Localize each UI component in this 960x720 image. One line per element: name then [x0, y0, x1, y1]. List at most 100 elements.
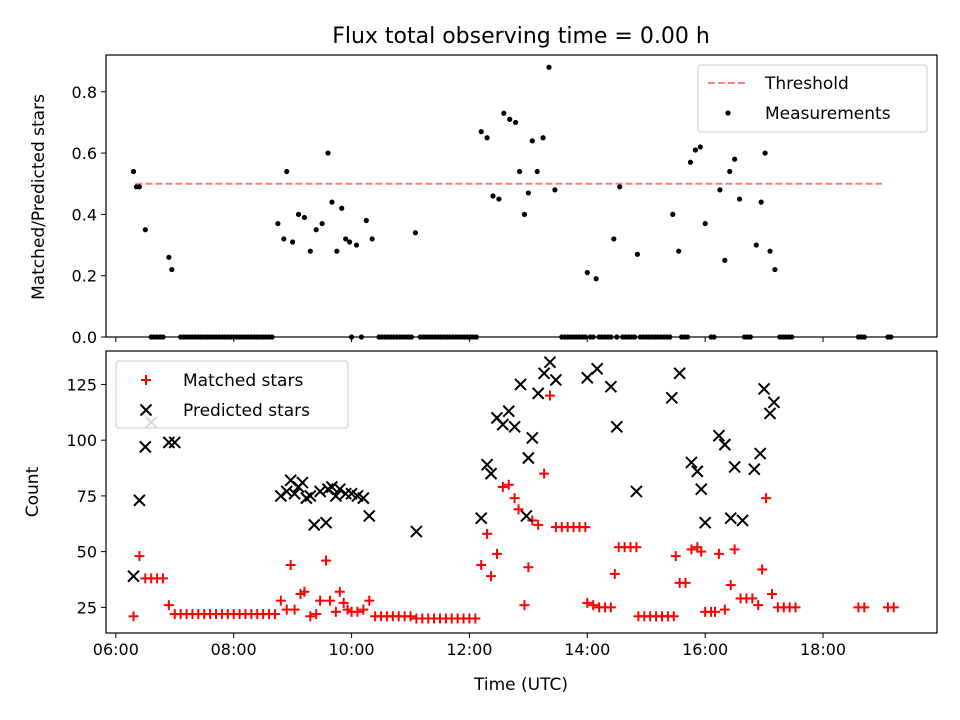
x-mark-stroke [308, 518, 321, 532]
measurement-point [702, 220, 708, 227]
predicted-star-point [522, 451, 535, 465]
measurement-point [281, 236, 287, 242]
axes-frame [105, 350, 938, 634]
x-mark-stroke [718, 438, 732, 451]
x-mark-stroke [168, 436, 181, 449]
measurement-point [130, 168, 137, 175]
matched-star-point [503, 479, 514, 490]
top-panel-plot: 0.0 0.2 0.4 0.6 0.8 Threshold Measurements [72, 54, 938, 347]
x-mark-stroke [610, 420, 623, 434]
x-mark-stroke [763, 407, 777, 420]
matched-star-point [713, 548, 724, 559]
predicted-star-point [325, 480, 339, 494]
matched-star-point [582, 597, 593, 608]
measurement-point [692, 147, 698, 153]
predicted-star-point [319, 516, 333, 529]
predicted-star-point [480, 458, 494, 471]
legend-label: Predicted stars [183, 401, 310, 421]
predicted-star-point [531, 387, 545, 400]
predicted-star-point [590, 362, 604, 376]
measurement-point [339, 205, 345, 211]
measurement-point [290, 239, 296, 245]
matched-star-point [289, 604, 300, 615]
measurement-point [313, 227, 319, 233]
matched-star-point [519, 600, 530, 611]
x-tick-label: 06:00 [93, 640, 139, 659]
measurement-point [762, 150, 768, 156]
predicted-star-point [748, 462, 761, 476]
x-mark-stroke [520, 509, 533, 523]
predicted-star-point [604, 380, 618, 393]
matched-star-point [491, 548, 502, 559]
measurement-point [540, 135, 546, 141]
measurement-point [301, 214, 308, 221]
x-mark-stroke [630, 485, 643, 498]
x-mark-stroke [665, 391, 678, 405]
x-mark-stroke [757, 382, 771, 396]
matched-star-point [330, 606, 341, 617]
predicted-star-point [757, 382, 771, 396]
predicted-star-point [514, 378, 527, 391]
predicted-star-point [736, 514, 749, 527]
predicted-star-point [162, 436, 176, 449]
matched-star-point [761, 493, 772, 504]
measurement-point [275, 220, 281, 227]
matched-star-point [753, 600, 764, 611]
matched-star-point [269, 609, 280, 620]
matched-star-point [128, 611, 139, 622]
x-mark-stroke [162, 436, 176, 449]
predicted-star-point [728, 460, 741, 474]
measurement-point [670, 211, 676, 217]
matched-star-point [719, 604, 730, 615]
x-mark-stroke [514, 378, 527, 391]
x-mark-stroke [274, 489, 288, 503]
predicted-star-point [581, 371, 594, 384]
matched-star-point [729, 544, 740, 555]
matched-star-point [338, 597, 349, 608]
measurement-point [490, 193, 496, 199]
measurement-point [484, 135, 490, 141]
measurement-point [319, 220, 325, 227]
matched-star-point [696, 546, 707, 557]
measurement-point [343, 236, 349, 242]
x-tick-label: 12:00 [446, 640, 492, 659]
y-tick-label: 0.4 [72, 205, 97, 224]
matched-star-point [509, 493, 520, 504]
x-mark-stroke [480, 458, 494, 471]
matched-star-point [324, 595, 335, 606]
matched-star-point [544, 390, 555, 401]
matched-star-point [670, 551, 681, 562]
x-mark-stroke [695, 483, 708, 496]
x-mark-stroke [333, 483, 346, 496]
matched-star-point [527, 515, 538, 526]
x-mark-stroke [490, 411, 504, 425]
predicted-star-point [665, 391, 678, 405]
bottom-panel-plot: 06:00 08:00 10:00 12:00 14:00 16:00 18:00 25 50 7… [66, 350, 938, 659]
matched-star-point [757, 564, 768, 575]
matched-star-point [747, 593, 758, 604]
x-mark-stroke [698, 516, 712, 529]
matched-star-point [497, 481, 508, 492]
measurement-point [717, 187, 723, 193]
predicted-star-point [329, 489, 343, 503]
x-mark-stroke [410, 525, 423, 538]
measurement-point [546, 64, 552, 70]
matched-star-point [486, 571, 497, 582]
matched-star-point [364, 595, 375, 606]
matched-star-point [299, 586, 310, 597]
legend: Matched stars Predicted stars [115, 360, 349, 429]
measurement-point [142, 227, 148, 233]
measurement-point [347, 239, 353, 245]
x-mark-stroke [357, 491, 370, 505]
measurement-point [284, 168, 290, 175]
x-mark-stroke [284, 474, 297, 487]
measurement-point [617, 184, 623, 190]
x-tick-label: 08:00 [211, 640, 257, 659]
predicted-star-point [333, 483, 346, 496]
axes-frame [105, 54, 938, 338]
measurement-point [521, 211, 528, 217]
measurement-point [732, 156, 738, 162]
predicted-star-point [484, 467, 498, 480]
x-mark-stroke [288, 487, 301, 500]
